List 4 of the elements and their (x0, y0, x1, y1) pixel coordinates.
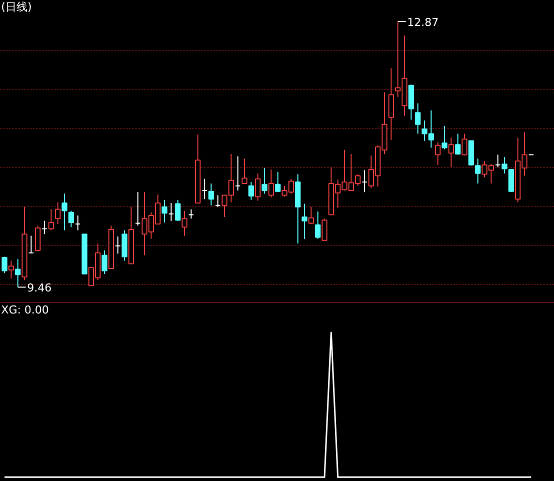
annotation: 9.46 (27, 282, 52, 295)
chart-title: XG: 0.00 (1, 304, 49, 316)
chart-title: (日线) (1, 0, 32, 14)
annotation: 12.87 (407, 16, 439, 30)
